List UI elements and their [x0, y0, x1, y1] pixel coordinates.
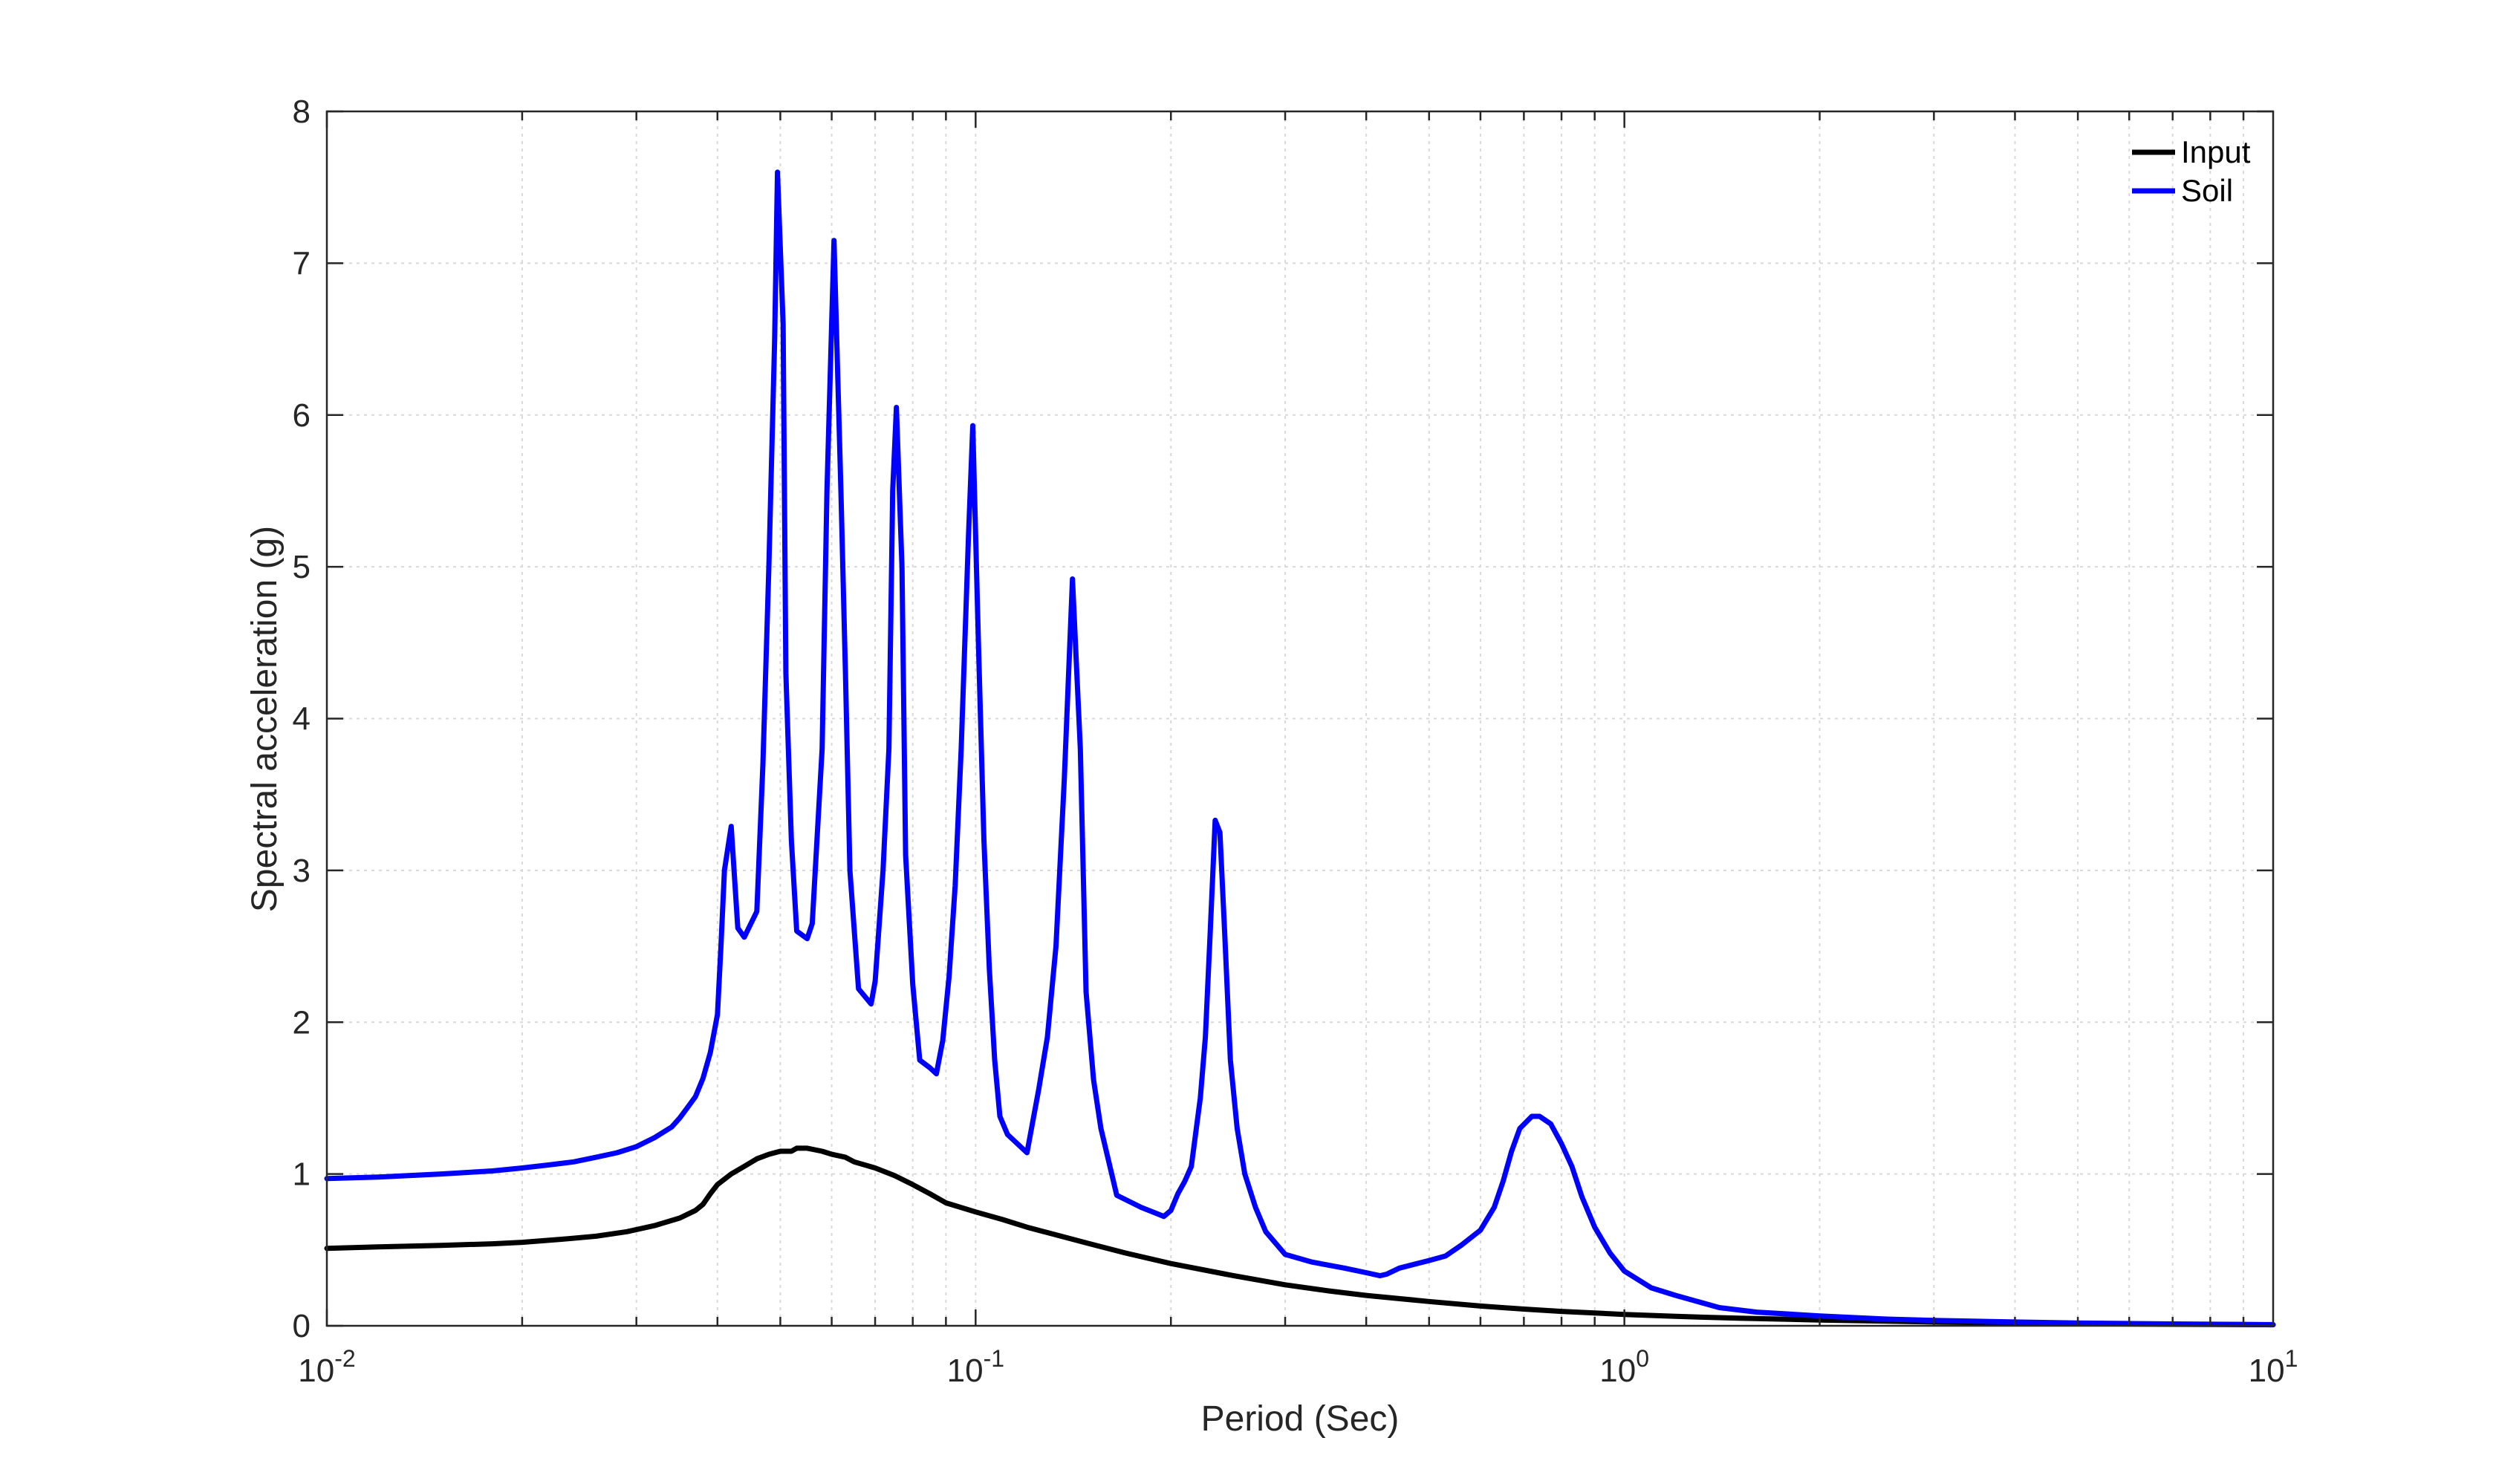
series-line-input	[324, 1145, 2276, 1328]
y-tick-label: 7	[293, 245, 311, 281]
y-tick-label: 3	[293, 853, 311, 889]
x-tick-label: 100	[1599, 1345, 1649, 1389]
y-tick-label: 5	[293, 549, 311, 585]
y-axis-label: Spectral acceleration (g)	[245, 526, 285, 912]
grid	[327, 111, 2273, 1326]
y-tick-label: 6	[293, 397, 311, 434]
series-layer	[324, 169, 2276, 1328]
y-tick-label: 0	[293, 1308, 311, 1344]
x-tick-label: 10-1	[947, 1345, 1004, 1389]
legend: Input Soil	[2132, 134, 2251, 208]
y-tick-label: 4	[293, 701, 311, 738]
series-line-soil	[324, 169, 2276, 1327]
y-tick-label: 1	[293, 1156, 311, 1193]
x-axis-label: Period (Sec)	[1201, 1399, 1400, 1439]
legend-label-input: Input	[2181, 134, 2251, 169]
x-tick-label: 10-2	[298, 1345, 355, 1389]
y-tick-label: 2	[293, 1004, 311, 1041]
legend-label-soil: Soil	[2181, 173, 2233, 208]
x-tick-label: 101	[2249, 1345, 2298, 1389]
y-tick-label: 8	[293, 94, 311, 130]
